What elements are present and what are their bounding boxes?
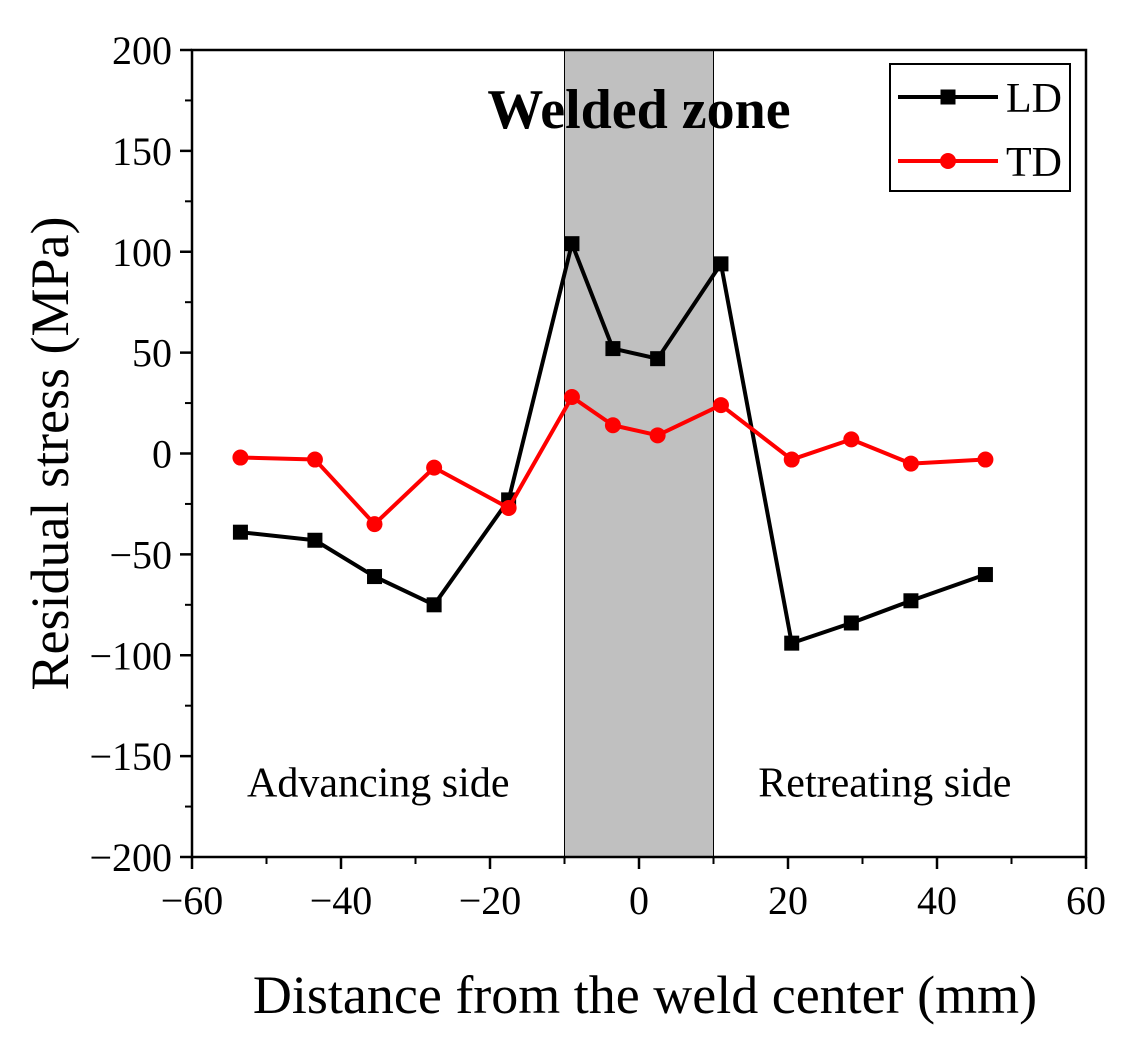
y-tick-label: −100 xyxy=(89,633,172,678)
x-tick-label: −20 xyxy=(459,878,522,923)
td-point xyxy=(563,389,580,406)
welded-zone-label: Welded zone xyxy=(487,79,790,141)
td-point xyxy=(306,451,323,468)
ld-point xyxy=(713,256,729,272)
td-point xyxy=(843,431,860,448)
ld-point xyxy=(426,597,442,613)
series-ld xyxy=(232,236,993,651)
x-tick-label: 0 xyxy=(629,878,649,923)
ld-point xyxy=(843,615,859,631)
ld-point xyxy=(903,593,919,609)
x-tick-label: −40 xyxy=(310,878,373,923)
legend-marker-ld xyxy=(940,89,956,105)
y-tick-label: −150 xyxy=(89,734,172,779)
y-tick-label: 200 xyxy=(112,28,172,73)
td-point xyxy=(902,455,919,472)
td-point xyxy=(500,499,517,516)
legend-label-td: TD xyxy=(1006,140,1062,186)
y-tick-label: 0 xyxy=(152,432,172,477)
td-point xyxy=(426,459,443,476)
y-tick-label: 150 xyxy=(112,129,172,174)
y-tick-label: 100 xyxy=(112,230,172,275)
ld-point xyxy=(564,236,580,252)
legend-box xyxy=(889,63,1071,192)
ld-point xyxy=(367,569,383,585)
welded-zone-band xyxy=(564,49,714,858)
legend-marker-td xyxy=(940,153,956,169)
ld-point xyxy=(977,567,993,583)
y-tick-label: −200 xyxy=(89,835,172,880)
series-td xyxy=(232,389,994,533)
legend-label-ld: LD xyxy=(1006,76,1062,122)
td-point xyxy=(712,397,729,414)
ld-point xyxy=(784,635,800,651)
ld-point xyxy=(307,532,323,548)
ld-point xyxy=(650,351,666,367)
y-tick-label: −50 xyxy=(109,532,172,577)
td-point xyxy=(783,451,800,468)
x-tick-label: 40 xyxy=(917,878,957,923)
y-tick-label: 50 xyxy=(132,331,172,376)
td-point xyxy=(977,451,994,468)
advancing-side-label: Advancing side xyxy=(247,760,509,806)
td-point xyxy=(232,449,249,466)
retreating-side-label: Retreating side xyxy=(758,760,1011,806)
td-point xyxy=(366,516,383,533)
ld-point xyxy=(605,341,621,357)
td-point xyxy=(604,417,621,434)
x-axis-title: Distance from the weld center (mm) xyxy=(253,965,1037,1025)
x-tick-label: 60 xyxy=(1066,878,1106,923)
y-axis-title: Residual stress (MPa) xyxy=(20,217,80,691)
x-tick-label: 20 xyxy=(768,878,808,923)
x-tick-label: −60 xyxy=(161,878,224,923)
ld-point xyxy=(232,524,248,540)
td-point xyxy=(649,427,666,444)
